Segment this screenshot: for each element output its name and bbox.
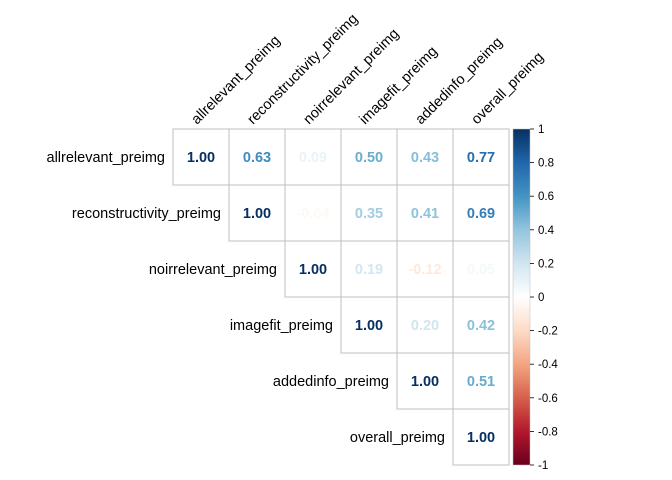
value-noirrelevant_preimg-imagefit_preimg: 0.19 [355, 262, 383, 278]
column-labels: allrelevant_preimgreconstructivity_preim… [189, 11, 548, 128]
cell-reconstructivity_preimg-addedinfo_preimg [396, 184, 454, 242]
colorbar-tick-label: -0.4 [538, 359, 558, 371]
cell-allrelevant_preimg-allrelevant_preimg [172, 128, 230, 186]
row-label-addedinfo_preimg: addedinfo_preimg [273, 374, 389, 390]
value-allrelevant_preimg-addedinfo_preimg: 0.43 [411, 150, 439, 166]
value-noirrelevant_preimg-overall_preimg: 0.05 [467, 262, 495, 278]
value-imagefit_preimg-overall_preimg: 0.42 [467, 318, 495, 334]
colorbar-gradient [512, 128, 531, 466]
cell-addedinfo_preimg-addedinfo_preimg [396, 352, 454, 410]
value-allrelevant_preimg-overall_preimg: 0.77 [467, 150, 495, 166]
value-imagefit_preimg-imagefit_preimg: 1.00 [355, 318, 383, 334]
cell-addedinfo_preimg-overall_preimg [452, 352, 510, 410]
row-label-overall_preimg: overall_preimg [350, 430, 445, 446]
colorbar-tick-label: 1 [538, 124, 544, 136]
row-label-noirrelevant_preimg: noirrelevant_preimg [149, 262, 277, 278]
cell-reconstructivity_preimg-overall_preimg [452, 184, 510, 242]
row-label-allrelevant_preimg: allrelevant_preimg [47, 150, 165, 166]
value-allrelevant_preimg-reconstructivity_preimg: 0.63 [243, 150, 271, 166]
value-allrelevant_preimg-noirrelevant_preimg: 0.09 [299, 150, 327, 166]
value-reconstructivity_preimg-addedinfo_preimg: 0.41 [411, 206, 439, 222]
cell-reconstructivity_preimg-noirrelevant_preimg [284, 184, 342, 242]
matrix-cells: 1.00 0.63 0.09 0.50 0.43 0.77 1.00 -0.04 0.35 0.4… [172, 128, 510, 466]
value-reconstructivity_preimg-reconstructivity_preimg: 1.00 [243, 206, 271, 222]
cell-imagefit_preimg-imagefit_preimg [340, 296, 398, 354]
value-addedinfo_preimg-overall_preimg: 0.51 [467, 374, 495, 390]
value-noirrelevant_preimg-noirrelevant_preimg: 1.00 [299, 262, 327, 278]
cell-imagefit_preimg-addedinfo_preimg [396, 296, 454, 354]
row-label-imagefit_preimg: imagefit_preimg [230, 318, 333, 334]
colorbar-tick-label: -0.2 [538, 326, 558, 338]
cell-allrelevant_preimg-overall_preimg [452, 128, 510, 186]
column-label-reconstructivity_preimg: reconstructivity_preimg [245, 11, 362, 128]
cell-overall_preimg-overall_preimg [452, 408, 510, 466]
row-labels: allrelevant_preimg reconstructivity_preim… [47, 150, 445, 446]
cell-allrelevant_preimg-reconstructivity_preimg [228, 128, 286, 186]
colorbar-tick-label: 0.8 [538, 158, 554, 170]
cell-allrelevant_preimg-noirrelevant_preimg [284, 128, 342, 186]
colorbar-tick-label: 0 [538, 292, 544, 304]
cell-reconstructivity_preimg-reconstructivity_preimg [228, 184, 286, 242]
cell-noirrelevant_preimg-noirrelevant_preimg [284, 240, 342, 298]
colorbar-tick-label: -0.8 [538, 426, 558, 438]
colorbar: 1 0.8 0.6 0.4 0.2 0 -0.2 -0.4 -0.6 -0.8 -1 [512, 124, 558, 472]
value-overall_preimg-overall_preimg: 1.00 [467, 430, 495, 446]
colorbar-tick-label: 0.6 [538, 191, 554, 203]
colorbar-tick-label: -0.6 [538, 393, 558, 405]
value-allrelevant_preimg-imagefit_preimg: 0.50 [355, 150, 383, 166]
value-reconstructivity_preimg-noirrelevant_preimg: -0.04 [296, 206, 329, 222]
value-imagefit_preimg-addedinfo_preimg: 0.20 [411, 318, 439, 334]
value-reconstructivity_preimg-overall_preimg: 0.69 [467, 206, 495, 222]
colorbar-tick-label: 0.2 [538, 258, 554, 270]
colorbar-ticks: 1 0.8 0.6 0.4 0.2 0 -0.2 -0.4 -0.6 -0.8 -1 [530, 124, 558, 472]
column-label-noirrelevant_preimg: noirrelevant_preimg [301, 26, 403, 128]
row-label-reconstructivity_preimg: reconstructivity_preimg [72, 206, 221, 222]
value-noirrelevant_preimg-addedinfo_preimg: -0.12 [408, 262, 441, 278]
value-addedinfo_preimg-addedinfo_preimg: 1.00 [411, 374, 439, 390]
value-reconstructivity_preimg-imagefit_preimg: 0.35 [355, 206, 383, 222]
cell-imagefit_preimg-overall_preimg [452, 296, 510, 354]
value-allrelevant_preimg-allrelevant_preimg: 1.00 [187, 150, 215, 166]
colorbar-tick-label: 0.4 [538, 225, 555, 237]
colorbar-tick-label: -1 [538, 460, 548, 472]
cell-noirrelevant_preimg-addedinfo_preimg [396, 240, 454, 298]
